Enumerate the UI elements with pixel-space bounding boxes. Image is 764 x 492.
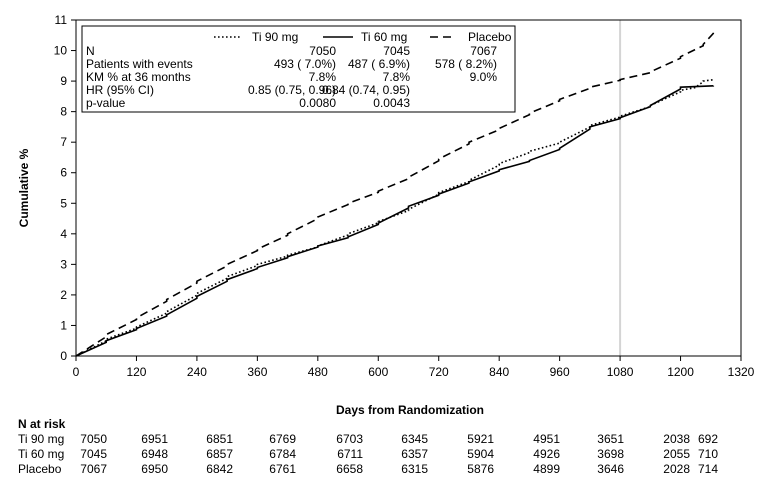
legend-cell: 0.84 (0.74, 0.95) [322,83,410,97]
legend-cell: 493 ( 7.0%) [274,57,336,71]
y-tick-label: 9 [60,74,67,88]
risk-cell: 3651 [597,432,624,446]
x-tick-label: 600 [368,365,388,379]
legend-cell: 487 ( 6.9%) [348,57,410,71]
y-tick-label: 8 [60,105,67,119]
risk-cell: 2055 [663,447,690,461]
risk-row-label: Placebo [18,462,62,476]
y-tick-label: 5 [60,196,67,210]
y-tick-label: 11 [55,13,68,27]
x-tick-label: 1320 [728,365,755,379]
risk-cell: 5904 [467,447,494,461]
legend-row-label: Patients with events [86,57,193,71]
plot-frame [75,19,742,357]
risk-cell: 7067 [80,462,107,476]
legend-cell: 7050 [309,44,336,58]
legend-row-label: N [86,44,95,58]
risk-cell: 3698 [597,447,624,461]
x-tick-label: 240 [187,365,207,379]
risk-cell: 3646 [597,462,624,476]
x-tick-label: 480 [308,365,328,379]
risk-cell: 6950 [141,462,168,476]
x-tick-label: 120 [126,365,146,379]
x-tick-label: 0 [73,365,80,379]
y-axis-label: Cumulative % [17,148,31,227]
legend-cell: 7045 [383,44,410,58]
y-tick-label: 7 [60,135,67,149]
risk-cell: 6857 [206,447,233,461]
risk-cell: 2028 [663,462,690,476]
legend-cell: 0.0080 [299,96,336,110]
x-tick-label: 1200 [667,365,694,379]
risk-cell: 5876 [467,462,494,476]
risk-cell: 714 [698,462,718,476]
risk-row-label: Ti 90 mg [18,432,64,446]
risk-cell: 7045 [80,447,107,461]
risk-cell: 6951 [141,432,168,446]
risk-cell: 6761 [269,462,296,476]
risk-cell: 6851 [206,432,233,446]
risk-cell: 6703 [336,432,363,446]
series-line-placebo [75,32,715,357]
x-tick-label: 1080 [607,365,634,379]
risk-row-label: Ti 60 mg [18,447,64,461]
legend-cell: 0.85 (0.75, 0.96) [248,83,336,97]
y-tick-label: 2 [60,288,67,302]
y-tick-label: 4 [60,227,67,241]
legend-cell: 9.0% [470,70,498,84]
risk-cell: 4926 [533,447,560,461]
y-tick-label: 6 [60,166,67,180]
series-line-ti-60-mg [75,85,715,357]
risk-cell: 4951 [533,432,560,446]
y-tick-label: 1 [60,318,67,332]
risk-cell: 6658 [336,462,363,476]
x-tick-label: 360 [247,365,267,379]
x-tick-label: 960 [550,365,570,379]
x-tick-label: 840 [489,365,509,379]
risk-cell: 6345 [401,432,428,446]
legend-cell: 7067 [470,44,497,58]
legend-row-label: KM % at 36 months [86,70,191,84]
risk-cell: 2038 [663,432,690,446]
risk-cell: 710 [698,447,718,461]
risk-table-title: N at risk [18,417,66,431]
legend-row-label: p-value [86,96,126,110]
legend-cell: 578 ( 8.2%) [435,57,497,71]
y-tick-label: 10 [54,44,68,58]
series-line-ti-90-mg [75,78,715,357]
x-tick-label: 720 [429,365,449,379]
risk-cell: 5921 [467,432,494,446]
legend-cell: 7.8% [309,70,337,84]
risk-cell: 692 [698,432,718,446]
risk-cell: 6769 [269,432,296,446]
legend-series-name: Placebo [468,30,512,44]
legend-box [81,25,516,113]
risk-cell: 6842 [206,462,233,476]
x-axis-label: Days from Randomization [336,403,484,417]
risk-cell: 6357 [401,447,428,461]
legend-cell: 0.0043 [373,96,410,110]
y-tick-label: 0 [60,349,67,363]
risk-cell: 6711 [337,447,363,461]
risk-cell: 7050 [80,432,107,446]
y-tick-label: 3 [60,257,67,271]
risk-cell: 4899 [533,462,560,476]
risk-cell: 6948 [141,447,168,461]
risk-cell: 6315 [401,462,428,476]
legend-series-name: Ti 60 mg [361,30,407,44]
legend-row-label: HR (95% CI) [86,83,154,97]
legend-cell: 7.8% [383,70,411,84]
risk-cell: 6784 [269,447,296,461]
legend-series-name: Ti 90 mg [252,30,298,44]
